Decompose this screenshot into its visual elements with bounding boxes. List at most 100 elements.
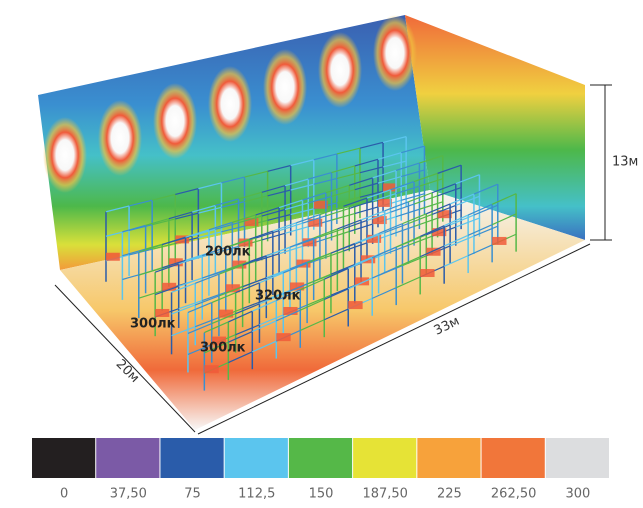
scale-label: 300: [565, 487, 590, 502]
rack-beam: [154, 285, 179, 296]
rack-box: [211, 336, 227, 345]
rack-beam: [105, 205, 130, 213]
rack-beam: [426, 203, 451, 215]
light-spot: [373, 15, 417, 91]
lux-label: 200лк: [205, 245, 251, 260]
rack-beam: [267, 189, 291, 197]
rack-beam: [266, 246, 291, 257]
rack-beam: [278, 199, 303, 209]
racks: [105, 136, 517, 391]
rack-beam: [371, 287, 397, 299]
rack-beam: [228, 330, 253, 343]
rack-beam: [225, 261, 250, 271]
rack-beam: [175, 188, 199, 195]
rack-beam: [354, 232, 379, 244]
rack-beam: [204, 321, 229, 334]
rack-beam: [242, 277, 267, 288]
rack-beam: [187, 323, 213, 335]
color-scale: 0 37,50 75 112,5 150 187,50 225 262,50 300: [32, 438, 609, 502]
scale-swatch: [481, 438, 545, 478]
rack-box: [420, 269, 435, 278]
rack-beam: [255, 230, 280, 239]
rack-beam: [325, 184, 350, 194]
rack-beam: [302, 215, 327, 224]
scale-swatch: [160, 438, 224, 478]
rack-beam: [202, 291, 226, 302]
rack-beam: [138, 244, 163, 253]
rack-beam: [191, 228, 216, 237]
rack-beam: [413, 172, 438, 183]
rack-beam: [208, 221, 233, 231]
scale-swatch: [353, 438, 417, 478]
rack-beam: [171, 326, 196, 337]
light-spot: [43, 117, 87, 193]
rack-beam: [221, 200, 245, 208]
rack-box: [283, 306, 298, 315]
rack-beam: [443, 255, 469, 267]
rack-beam: [382, 160, 407, 168]
rack-beam: [431, 183, 456, 194]
rack-beam: [178, 277, 203, 287]
scale-label: 0: [60, 487, 68, 502]
rack-beam: [336, 147, 361, 155]
lux-label: 300лк: [200, 341, 246, 356]
rack-beam: [154, 263, 179, 273]
rack-beam: [171, 282, 196, 293]
rack-beam: [259, 272, 284, 284]
rack-beam: [330, 242, 356, 254]
rack-beam: [138, 267, 163, 276]
rack-beam: [426, 224, 451, 236]
rack-beam: [377, 175, 402, 184]
rack-box: [354, 277, 370, 286]
rack-beam: [354, 182, 379, 191]
rack-beam: [331, 165, 355, 174]
rack-beam: [419, 201, 443, 210]
rack-beam: [284, 202, 309, 211]
rack-beam: [267, 164, 291, 172]
scale-swatch: [96, 438, 160, 478]
rack-box: [105, 252, 120, 261]
rack-beam: [202, 246, 226, 257]
rack-beam: [221, 176, 245, 184]
rack-beam: [296, 213, 321, 224]
rack-beam: [266, 268, 291, 279]
rack-beam: [290, 159, 314, 167]
rack-beam: [343, 197, 368, 207]
rack-beam: [228, 310, 253, 323]
rack-beam: [276, 289, 301, 302]
rack-beam: [278, 245, 303, 255]
rack-beam: [272, 222, 297, 232]
rack-beam: [308, 195, 332, 204]
rack-beam: [366, 211, 391, 222]
rack-beam: [255, 206, 280, 216]
floor: [60, 190, 585, 430]
rack-beam: [437, 164, 462, 174]
rack-box: [366, 234, 382, 243]
rack-box: [244, 218, 259, 227]
rack-beam: [218, 286, 243, 297]
rack-beam: [175, 212, 199, 220]
rack-beam: [308, 171, 332, 180]
rack-beam: [491, 213, 517, 226]
rack-box: [348, 301, 363, 310]
rack-beam: [377, 152, 402, 160]
rack-beam: [408, 192, 433, 203]
rack-beam: [261, 208, 286, 217]
rack-beam: [378, 223, 403, 235]
rack-beam: [395, 235, 421, 248]
rack-beam: [449, 193, 475, 205]
rack-beam: [278, 222, 303, 232]
rack-beam: [152, 193, 176, 201]
rack-beam: [473, 204, 499, 216]
rack-beam: [419, 225, 445, 237]
rack-beam: [225, 238, 250, 249]
rack-box: [432, 228, 447, 237]
rack-beam: [372, 169, 397, 179]
rack-beam: [431, 204, 456, 216]
rack-beam: [145, 218, 170, 226]
rack-beam: [360, 210, 385, 221]
rack-box: [276, 333, 291, 342]
light-spot: [208, 66, 252, 142]
rack-beam: [161, 259, 186, 269]
rack-beam: [235, 303, 260, 315]
